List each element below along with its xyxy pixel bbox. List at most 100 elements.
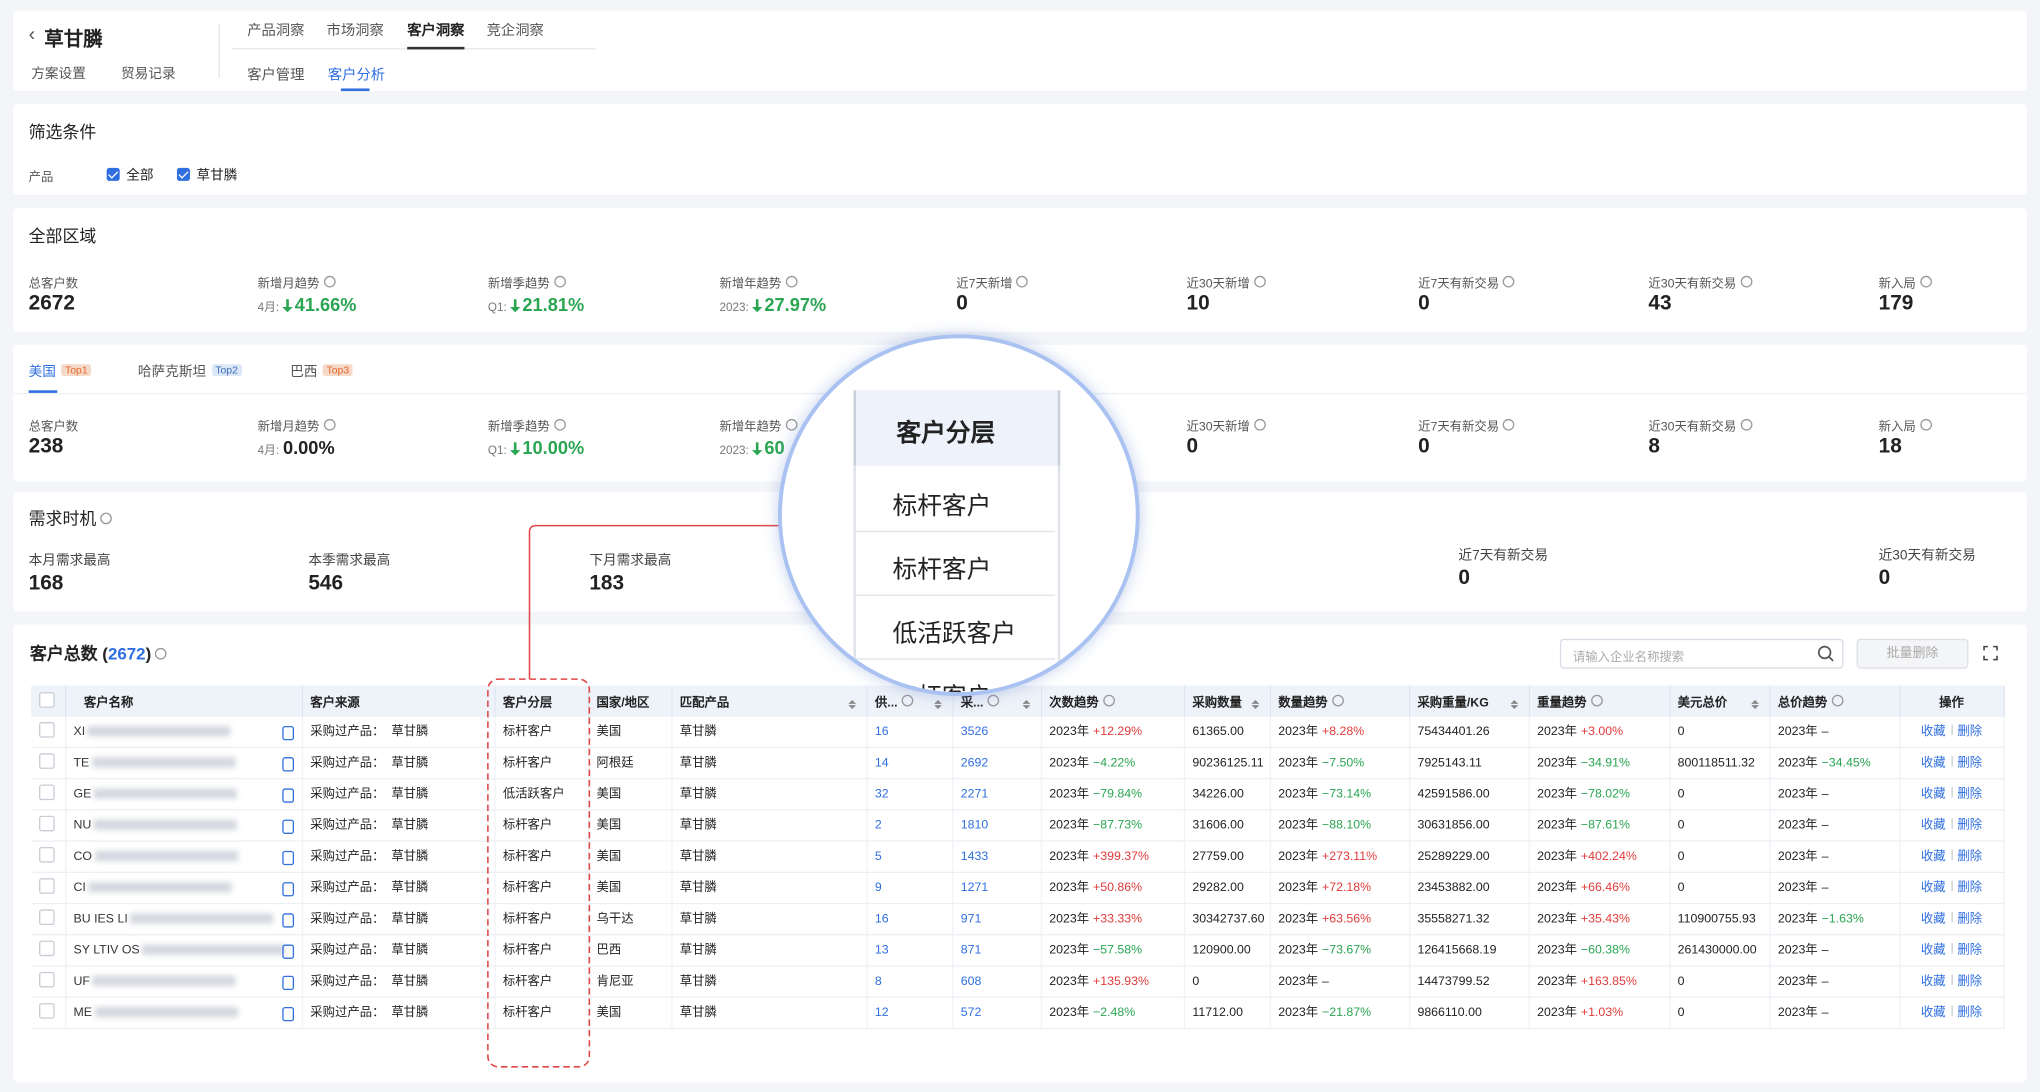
sub-tab[interactable]: 客户管理 [247, 67, 305, 84]
checkbox[interactable] [39, 877, 55, 894]
row-action[interactable]: 收藏 [1920, 911, 1946, 926]
row-action[interactable]: 收藏 [1920, 755, 1946, 770]
copy-icon[interactable] [281, 975, 294, 990]
sort-icon[interactable] [1750, 696, 1759, 710]
cell-text: 标杆客户 [502, 848, 553, 864]
cell[interactable]: 5 [866, 841, 953, 873]
copy-icon[interactable] [281, 725, 294, 740]
cell[interactable]: 14 [866, 747, 953, 780]
checkbox-option[interactable]: 全部 [106, 165, 154, 185]
checkbox[interactable] [39, 815, 55, 831]
cell[interactable]: 32 [866, 778, 953, 811]
row-action[interactable]: 删除 [1957, 755, 1983, 770]
checkbox[interactable] [176, 167, 190, 181]
cell: 126415668.19 [1408, 934, 1530, 967]
copy-icon[interactable] [281, 787, 294, 803]
trend-change: – [1821, 817, 1829, 832]
row-action[interactable]: 删除 [1957, 817, 1983, 832]
row-action[interactable]: 收藏 [1920, 1005, 1946, 1020]
row-action[interactable]: 删除 [1957, 724, 1983, 739]
checkbox[interactable] [39, 691, 55, 708]
row-action[interactable]: 收藏 [1920, 724, 1946, 739]
cell[interactable]: 12 [866, 997, 953, 1030]
checkbox[interactable] [39, 939, 55, 956]
row-action[interactable]: 收藏 [1920, 848, 1946, 864]
cell [31, 841, 66, 873]
header-cell[interactable]: 美元总价 [1669, 685, 1771, 717]
row-action[interactable]: 收藏 [1920, 786, 1946, 801]
checkbox[interactable] [39, 908, 55, 925]
row-action[interactable]: 删除 [1957, 880, 1983, 895]
info-icon [1503, 275, 1515, 288]
nav-tab[interactable]: 客户洞察 [407, 23, 465, 40]
search-box[interactable]: 请输入企业名称搜索 [1559, 638, 1844, 669]
column-title: 总价趋势 [1777, 696, 1828, 711]
row-action[interactable]: 删除 [1957, 1005, 1983, 1020]
cell[interactable]: 871 [952, 934, 1042, 967]
cell[interactable]: 572 [952, 997, 1042, 1030]
search-icon[interactable] [1817, 645, 1834, 662]
copy-icon[interactable] [281, 818, 294, 834]
batch-delete-button[interactable]: 批量删除 [1856, 638, 1969, 669]
sort-icon[interactable] [1509, 696, 1518, 710]
separator [1950, 755, 1953, 766]
row-action[interactable]: 收藏 [1920, 942, 1946, 957]
nav-tab[interactable]: 市场洞察 [326, 23, 384, 40]
checkbox-option[interactable]: 草甘膦 [176, 165, 237, 185]
copy-icon[interactable] [281, 943, 294, 959]
checkbox[interactable] [39, 1002, 55, 1019]
header-link[interactable]: 方案设置 [31, 66, 86, 82]
checkbox[interactable] [106, 167, 120, 181]
copy-icon[interactable] [281, 1006, 294, 1021]
row-action[interactable]: 收藏 [1920, 817, 1946, 832]
row-action[interactable]: 删除 [1957, 942, 1983, 957]
row-action[interactable]: 收藏 [1920, 880, 1946, 895]
row-action[interactable]: 删除 [1957, 911, 1983, 926]
cell[interactable]: 1271 [952, 872, 1042, 905]
cell[interactable]: 2692 [952, 747, 1042, 780]
sort-icon[interactable] [847, 696, 856, 710]
header-cell[interactable]: 匹配产品 [671, 685, 868, 717]
cell[interactable]: 1810 [952, 809, 1042, 842]
copy-icon[interactable] [281, 756, 294, 771]
copy-icon[interactable] [281, 912, 294, 927]
cell[interactable]: 2 [866, 809, 953, 842]
checkbox[interactable] [39, 752, 55, 769]
checkbox[interactable] [39, 971, 55, 987]
row-action[interactable]: 删除 [1957, 848, 1983, 864]
cell[interactable]: 3526 [952, 716, 1042, 749]
row-action[interactable]: 收藏 [1920, 973, 1946, 989]
cell[interactable]: 9 [866, 872, 953, 905]
cell[interactable]: 1433 [952, 841, 1042, 873]
header-cell[interactable]: 采购重量/KG [1408, 685, 1530, 717]
cell[interactable]: 608 [952, 965, 1042, 998]
row-action[interactable]: 删除 [1957, 973, 1983, 989]
country-tab[interactable]: 哈萨克斯坦 Top2 [138, 362, 242, 382]
back-icon[interactable]: ‹ [28, 23, 36, 46]
header-cell[interactable]: 采购数量 [1183, 685, 1271, 717]
stat-value: 4月: 0.00% [258, 437, 335, 458]
cell[interactable]: 13 [866, 934, 953, 967]
nav-tab[interactable]: 竞企洞察 [486, 23, 544, 40]
cell[interactable]: 2271 [952, 778, 1042, 811]
copy-icon[interactable] [281, 881, 294, 896]
cell[interactable]: 16 [866, 716, 953, 749]
checkbox[interactable] [39, 721, 55, 738]
sort-icon[interactable] [933, 696, 942, 710]
header-link[interactable]: 贸易记录 [120, 66, 176, 82]
cell[interactable]: 8 [866, 965, 953, 998]
checkbox[interactable] [39, 783, 55, 800]
cell[interactable]: 16 [866, 903, 953, 936]
sub-tab[interactable]: 客户分析 [327, 67, 386, 84]
copy-icon[interactable] [281, 850, 294, 865]
cell[interactable]: 971 [952, 903, 1042, 936]
country-tab[interactable]: 美国 Top1 [29, 362, 92, 382]
checkbox[interactable] [39, 846, 55, 862]
sort-icon[interactable] [1250, 696, 1259, 710]
cell: 乌干达 [588, 903, 672, 936]
nav-tab[interactable]: 产品洞察 [247, 23, 305, 40]
sort-icon[interactable] [1021, 696, 1030, 710]
country-tab[interactable]: 巴西 Top3 [290, 362, 354, 382]
row-action[interactable]: 删除 [1957, 786, 1983, 801]
fullscreen-icon[interactable] [1983, 645, 1999, 661]
